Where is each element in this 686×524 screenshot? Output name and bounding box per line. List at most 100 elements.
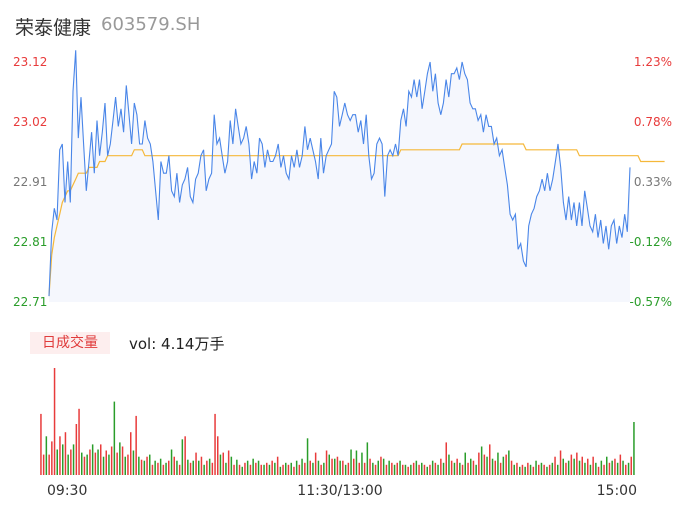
- volume-bar: [448, 454, 450, 475]
- volume-bar: [263, 464, 265, 475]
- volume-bar: [94, 452, 97, 475]
- volume-bar: [611, 460, 613, 475]
- volume-bars-layer: [40, 368, 635, 475]
- volume-bar: [230, 456, 233, 475]
- volume-bar: [246, 460, 249, 475]
- volume-bar: [592, 456, 594, 475]
- x-tick-label: 09:30: [47, 483, 87, 499]
- volume-bar: [480, 446, 483, 475]
- volume-bar: [184, 436, 186, 475]
- volume-bar: [268, 464, 271, 475]
- volume-bar: [119, 442, 121, 475]
- volume-bar: [396, 462, 398, 475]
- volume-bar: [219, 454, 222, 475]
- volume-bar: [410, 464, 412, 475]
- volume-bar: [355, 450, 358, 475]
- volume-bar: [527, 462, 529, 475]
- volume-bar: [453, 462, 456, 475]
- x-axis-labels: 09:30 11:30/13:00 15:00: [47, 483, 637, 499]
- volume-bar: [380, 456, 382, 475]
- volume-bar: [149, 454, 151, 475]
- volume-bar: [67, 454, 69, 475]
- volume-bar: [597, 466, 600, 475]
- volume-bar: [260, 464, 262, 475]
- volume-bar: [467, 462, 469, 475]
- x-tick-label: 15:00: [597, 483, 637, 499]
- volume-bar: [306, 438, 309, 475]
- price-area: [49, 50, 630, 302]
- y-tick-left-label: 23.02: [13, 115, 47, 129]
- volume-bar: [437, 464, 439, 475]
- volume-bar: [344, 464, 347, 475]
- volume-bar: [619, 454, 622, 475]
- volume-bar: [521, 464, 524, 475]
- y-tick-right-label: 0.78%: [634, 115, 672, 129]
- volume-bar: [279, 466, 282, 475]
- volume-bar: [486, 456, 488, 475]
- volume-bar: [603, 464, 605, 475]
- volume-bar: [113, 401, 116, 475]
- volume-bar: [472, 460, 475, 475]
- volume-bar: [450, 460, 453, 475]
- volume-bar: [102, 456, 105, 475]
- volume-bar: [478, 452, 480, 475]
- y-tick-right-label: 1.23%: [634, 55, 672, 69]
- volume-bar: [317, 460, 320, 475]
- volume-bar: [298, 464, 301, 475]
- volume-bar: [255, 462, 257, 475]
- volume-bar: [339, 460, 341, 475]
- volume-bar: [83, 456, 86, 475]
- volume-bar: [529, 464, 532, 475]
- volume-bar: [208, 458, 211, 475]
- volume-bar: [59, 436, 61, 475]
- volume-bar: [595, 462, 597, 475]
- volume-bar: [274, 462, 276, 475]
- volume-bar: [633, 422, 635, 475]
- y-tick-left-label: 22.71: [13, 295, 47, 309]
- volume-bar: [540, 462, 543, 475]
- volume-bar: [323, 462, 325, 475]
- volume-bar: [116, 452, 118, 475]
- volume-bar: [576, 452, 578, 475]
- volume-bar: [249, 464, 252, 475]
- price-line-layer: [48, 50, 665, 297]
- volume-bar: [347, 462, 350, 475]
- volume-bar: [266, 462, 268, 475]
- volume-bar: [625, 464, 627, 475]
- price-area-layer: [49, 50, 630, 302]
- volume-bar: [203, 464, 205, 475]
- volume-bar: [551, 462, 554, 475]
- volume-bar: [627, 462, 630, 475]
- volume-bar: [178, 464, 181, 475]
- volume-bar: [40, 413, 42, 475]
- volume-bar: [252, 458, 254, 475]
- volume-bar: [630, 456, 632, 475]
- volume-bar: [535, 460, 537, 475]
- volume-bar: [358, 462, 360, 475]
- volume-bar: [407, 466, 409, 475]
- volume-bar: [189, 462, 192, 475]
- volume-bar: [53, 368, 56, 475]
- volume-bar: [287, 464, 290, 475]
- volume-bar: [491, 458, 494, 475]
- volume-bar: [616, 462, 619, 475]
- volume-bar: [135, 415, 137, 475]
- volume-bar: [48, 454, 50, 475]
- volume-bar: [573, 458, 575, 475]
- volume-bar: [97, 449, 99, 475]
- volume-bar: [543, 464, 545, 475]
- volume-bar: [353, 458, 355, 475]
- volume-bar: [429, 464, 431, 475]
- volume-bar: [110, 446, 113, 475]
- volume-bar: [181, 439, 184, 475]
- volume-bar: [508, 450, 510, 475]
- volume-bar: [325, 450, 328, 475]
- y-tick-left-label: 23.12: [13, 55, 47, 69]
- volume-bar: [331, 458, 333, 475]
- volume-bar: [312, 462, 314, 475]
- volume-bar: [64, 432, 67, 475]
- volume-bar: [559, 450, 562, 475]
- volume-bar: [108, 454, 110, 475]
- volume-bar: [244, 462, 246, 475]
